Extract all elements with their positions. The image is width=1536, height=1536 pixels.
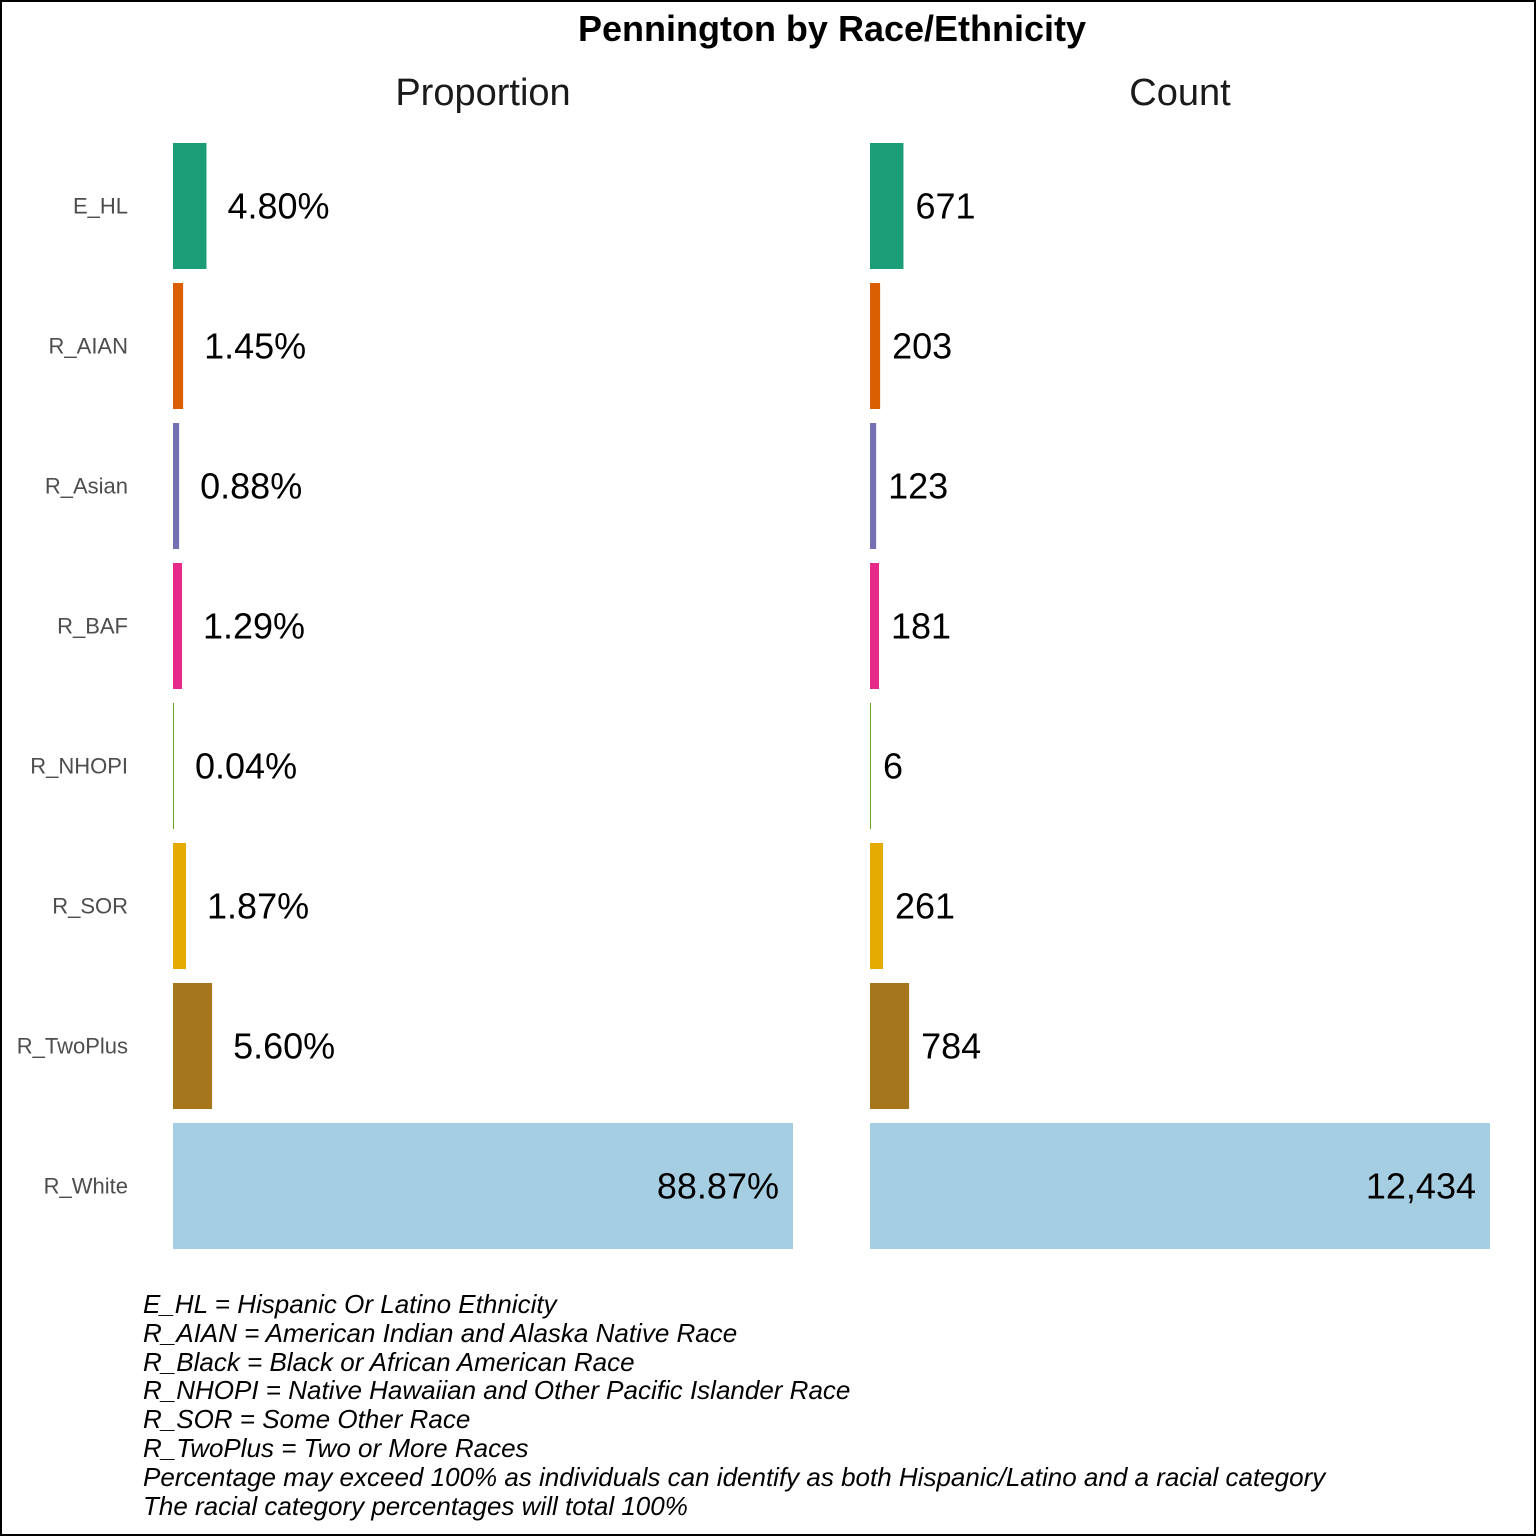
data-label: 1.29% [203, 606, 305, 647]
footnotes: E_HL = Hispanic Or Latino Ethnicity R_AI… [143, 1290, 1325, 1520]
category-label: R_Asian [45, 474, 128, 499]
bar-count-r_white [870, 1123, 1490, 1249]
bar-proportion-r_sor [173, 843, 187, 969]
category-label: R_White [44, 1174, 128, 1199]
footnote-line: R_AIAN = American Indian and Alaska Nati… [143, 1317, 738, 1348]
data-label: 1.87% [207, 886, 309, 927]
category-label: E_HL [73, 194, 128, 219]
bar-count-r_nhopi [870, 703, 871, 829]
data-label: 784 [921, 1026, 981, 1067]
data-label: 181 [891, 606, 951, 647]
data-label: 0.88% [200, 466, 302, 507]
footnote-line: R_Black = Black or African American Race [143, 1346, 635, 1377]
footnote-line: R_TwoPlus = Two or More Races [143, 1432, 529, 1463]
data-label: 12,434 [1366, 1166, 1476, 1207]
data-label: 5.60% [233, 1026, 335, 1067]
category-label: R_TwoPlus [17, 1034, 128, 1059]
footnote-line: Percentage may exceed 100% as individual… [143, 1461, 1326, 1492]
bar-proportion-r_baf [173, 563, 182, 689]
bar-proportion-r_nhopi [173, 703, 174, 829]
bar-count-r_sor [870, 843, 884, 969]
bar-count-r_asian [870, 423, 877, 549]
data-label: 671 [915, 186, 975, 227]
bar-count-r_twoplus [870, 983, 910, 1109]
data-label: 261 [895, 886, 955, 927]
panel-title-count: Count [1129, 72, 1231, 114]
bar-proportion-r_twoplus [173, 983, 213, 1109]
category-label: R_AIAN [49, 334, 128, 359]
footnote-line: The racial category percentages will tot… [143, 1490, 688, 1521]
category-label: R_SOR [52, 894, 128, 919]
data-label: 0.04% [195, 746, 297, 787]
data-label: 6 [883, 746, 903, 787]
bar-proportion-r_aian [173, 283, 184, 409]
category-label: R_NHOPI [30, 754, 128, 779]
footnote-line: E_HL = Hispanic Or Latino Ethnicity [143, 1289, 557, 1319]
footnote-line: R_SOR = Some Other Race [143, 1404, 471, 1435]
bar-count-r_baf [870, 563, 880, 689]
bar-count-r_aian [870, 283, 881, 409]
category-label: R_BAF [57, 614, 128, 639]
data-label: 203 [892, 326, 952, 367]
panel-title-proportion: Proportion [395, 72, 571, 114]
footnote-line: R_NHOPI = Native Hawaiian and Other Paci… [143, 1375, 851, 1406]
bar-proportion-e_hl [173, 143, 207, 269]
chart-title: Pennington by Race/Ethnicity [577, 8, 1087, 49]
data-label: 1.45% [204, 326, 306, 367]
bar-proportion-r_asian [173, 423, 180, 549]
bar-proportion-r_white [173, 1123, 793, 1249]
bar-count-e_hl [870, 143, 904, 269]
data-label: 123 [888, 466, 948, 507]
data-label: 4.80% [227, 186, 329, 227]
data-label: 88.87% [657, 1166, 779, 1207]
